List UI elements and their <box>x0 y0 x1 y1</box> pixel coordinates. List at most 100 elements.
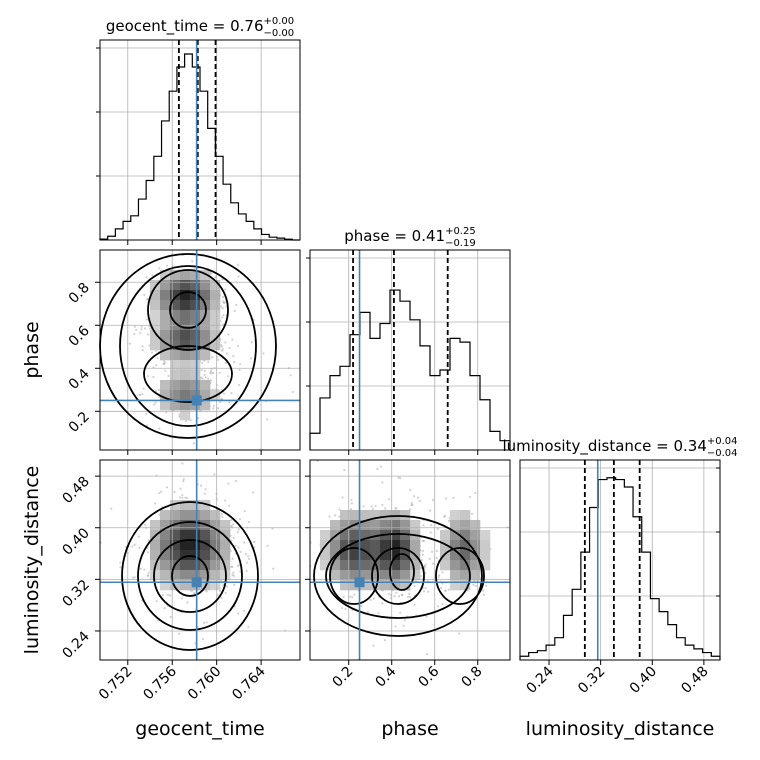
panel-luminosity-distance-vs-phase-sample <box>421 539 424 542</box>
panel-phase-vs-geocent-time-sample <box>222 314 225 317</box>
panel-luminosity-distance-vs-phase-sample <box>482 589 485 592</box>
xtick-label-phase-1: 0.4 <box>372 663 399 690</box>
panel-phase-vs-geocent-time-cell <box>200 270 211 281</box>
panel-phase-vs-geocent-time-cell <box>150 280 161 291</box>
panel-phase-vs-geocent-time-cell <box>210 290 221 301</box>
panel-luminosity-distance-vs-geocent-time-sample <box>160 490 163 493</box>
panel-luminosity-distance-vs-phase <box>310 460 509 656</box>
panel-luminosity-distance-vs-phase-sample <box>408 595 412 599</box>
panel-luminosity-distance-vs-geocent-time-sample <box>224 499 227 502</box>
panel-luminosity-distance-vs-phase-cell <box>440 530 451 541</box>
panel-luminosity-distance-vs-geocent-time-cell <box>170 570 181 581</box>
panel-luminosity-distance-vs-geocent-time-sample <box>247 520 250 524</box>
panel-luminosity-distance-vs-phase-sample <box>411 503 414 507</box>
panel-luminosity-distance-vs-phase-sample <box>409 488 412 492</box>
panel-phase-vs-geocent-time-sample <box>262 352 265 355</box>
panel-phase-vs-geocent-time-sample <box>266 418 269 421</box>
panel-phase-vs-geocent-time-sample <box>225 352 228 355</box>
panel-luminosity-distance-vs-phase-sample <box>441 602 444 606</box>
panel-luminosity-distance-vs-phase-sample <box>444 589 447 592</box>
hist-panel-geocent-time-frame <box>99 39 301 241</box>
panel-phase-vs-geocent-time-sample <box>218 371 221 375</box>
ytick-label-phase-0: 0.2 <box>66 409 93 436</box>
panel-phase-vs-geocent-time-cell <box>210 340 221 351</box>
panel-phase-vs-geocent-time-cell <box>190 370 201 381</box>
panel-luminosity-distance-vs-phase-sample <box>340 607 343 610</box>
panel-luminosity-distance-vs-geocent-time-sample <box>119 566 122 569</box>
panel-luminosity-distance-vs-geocent-time-sample <box>234 544 237 548</box>
panel-luminosity-distance-vs-geocent-time-sample <box>216 594 219 597</box>
panel-phase-vs-geocent-time-cell <box>210 330 221 341</box>
panel-phase-vs-geocent-time-sample <box>155 364 158 367</box>
panel-luminosity-distance-vs-geocent-time-cell <box>190 500 201 511</box>
panel-phase-vs-geocent-time-sample <box>227 333 230 336</box>
panel-luminosity-distance-vs-phase-contour-5 <box>389 553 415 591</box>
panel-luminosity-distance-vs-phase-sample <box>387 592 390 596</box>
panel-phase-vs-geocent-time-cell <box>160 400 171 411</box>
panel-luminosity-distance-vs-geocent-time-sample <box>236 531 239 534</box>
panel-phase-vs-geocent-time-cell <box>180 330 191 341</box>
panel-luminosity-distance-vs-phase-sample <box>406 595 410 598</box>
panel-luminosity-distance-vs-phase-cell <box>400 540 411 551</box>
panel-luminosity-distance-vs-phase-sample <box>328 515 331 518</box>
panel-phase-vs-geocent-time-sample <box>141 345 144 348</box>
panel-luminosity-distance-vs-phase-cell <box>410 540 421 551</box>
panel-phase-vs-geocent-time-sample <box>150 351 154 354</box>
panel-phase-vs-geocent-time-sample <box>217 406 220 410</box>
panel-luminosity-distance-vs-phase-sample <box>413 603 416 607</box>
panel-phase-vs-geocent-time-sample <box>207 377 210 380</box>
xlabel-phase: phase <box>381 718 438 740</box>
panel-phase-vs-geocent-time-cell <box>180 360 191 371</box>
panel-phase-vs-geocent-time-cell <box>150 330 161 341</box>
panel-luminosity-distance-vs-geocent-time-sample <box>247 557 251 561</box>
panel-luminosity-distance-vs-geocent-time-sample <box>133 543 136 546</box>
panel-luminosity-distance-vs-geocent-time-cell <box>200 540 211 551</box>
panel-luminosity-distance-vs-geocent-time-sample <box>166 593 170 597</box>
panel-luminosity-distance-vs-phase-sample <box>420 559 424 562</box>
panel-luminosity-distance-vs-phase-cell <box>460 510 471 521</box>
panel-phase-vs-geocent-time-contour-3 <box>147 269 229 351</box>
panel-luminosity-distance-vs-phase-cell <box>340 550 351 561</box>
panel-phase-vs-geocent-time-sample <box>209 370 213 373</box>
panel-luminosity-distance-vs-geocent-time-sample <box>201 638 204 641</box>
panel-phase-vs-geocent-time-sample <box>191 260 194 263</box>
panel-phase-vs-geocent-time-sample <box>192 442 195 445</box>
panel-luminosity-distance-vs-phase-cell <box>410 560 421 571</box>
panel-luminosity-distance-vs-geocent-time-cell <box>160 520 171 531</box>
panel-luminosity-distance-vs-phase-cell <box>360 550 371 561</box>
panel-luminosity-distance-vs-geocent-time-cell <box>180 510 191 521</box>
xtick-label-phase-0: 0.2 <box>329 664 356 691</box>
panel-luminosity-distance-vs-geocent-time-sample <box>147 539 150 542</box>
panel-luminosity-distance-vs-phase-cell <box>340 530 351 541</box>
panel-luminosity-distance-vs-geocent-time-sample <box>231 557 234 560</box>
panel-phase-vs-geocent-time-cell <box>170 380 181 391</box>
panel-phase-vs-geocent-time-sample <box>228 346 231 350</box>
panel-luminosity-distance-vs-phase-sample <box>420 574 423 578</box>
panel-phase-vs-geocent-time-sample <box>233 360 236 364</box>
panel-luminosity-distance-vs-phase-sample <box>387 498 391 501</box>
panel-luminosity-distance-vs-geocent-time-sample <box>200 484 203 487</box>
panel-phase-vs-geocent-time-cell <box>160 380 171 391</box>
panel-phase-vs-geocent-time-sample <box>220 345 224 348</box>
panel-luminosity-distance-vs-phase-cell <box>370 510 381 521</box>
panel-phase-vs-geocent-time-cell <box>190 380 201 391</box>
panel-luminosity-distance-vs-geocent-time-cell <box>170 530 181 541</box>
panel-phase-vs-geocent-time-sample <box>236 344 240 348</box>
panel-luminosity-distance-vs-phase-sample <box>403 619 406 622</box>
panel-luminosity-distance-vs-phase-sample <box>408 508 412 511</box>
panel-luminosity-distance-vs-geocent-time-cell <box>210 530 221 541</box>
xtick-label-geocent-time-1: 0.756 <box>140 663 180 703</box>
panel-phase-vs-geocent-time-sample <box>139 243 141 245</box>
panel-phase-vs-geocent-time-sample <box>139 332 142 335</box>
panel-luminosity-distance-vs-phase-sample <box>350 498 353 502</box>
panel-luminosity-distance-vs-phase-sample <box>395 507 398 510</box>
panel-luminosity-distance-vs-geocent-time-sample <box>221 583 224 586</box>
panel-phase-vs-geocent-time-cell <box>170 310 181 321</box>
panel-phase-vs-geocent-time-cell <box>160 310 171 321</box>
panel-phase-vs-geocent-time-sample <box>153 403 156 406</box>
panel-phase-vs-geocent-time-cell <box>170 290 181 301</box>
panel-phase-vs-geocent-time-frame <box>99 249 301 451</box>
panel-luminosity-distance-vs-phase-cell <box>440 560 451 571</box>
hist-panel-luminosity-distance-frame <box>519 459 721 661</box>
